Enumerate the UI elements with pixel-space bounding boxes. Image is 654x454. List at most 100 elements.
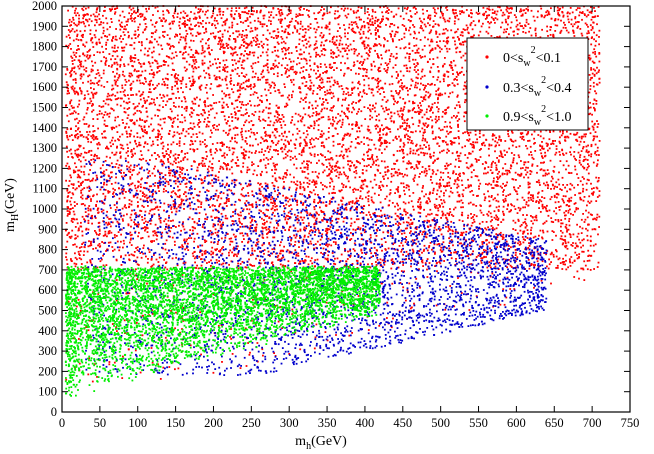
red-point bbox=[333, 262, 335, 265]
red-point bbox=[327, 237, 330, 240]
red-point bbox=[239, 101, 241, 103]
red-point bbox=[133, 135, 135, 138]
red-point bbox=[562, 15, 565, 18]
red-point bbox=[87, 329, 90, 332]
red-point bbox=[156, 154, 159, 156]
red-point bbox=[153, 213, 156, 216]
red-point bbox=[325, 244, 327, 246]
red-point bbox=[194, 227, 196, 230]
red-point bbox=[288, 353, 291, 355]
red-point bbox=[299, 187, 302, 190]
red-point bbox=[569, 146, 572, 149]
red-point bbox=[106, 81, 109, 83]
red-point bbox=[564, 240, 567, 243]
red-point bbox=[546, 265, 548, 268]
red-point bbox=[597, 71, 600, 73]
red-point bbox=[520, 167, 522, 170]
red-point bbox=[566, 184, 569, 186]
red-point bbox=[232, 215, 234, 217]
red-point bbox=[98, 143, 101, 146]
red-point bbox=[144, 220, 147, 223]
red-point bbox=[286, 197, 289, 199]
red-point bbox=[110, 99, 113, 102]
red-point bbox=[165, 239, 168, 242]
red-point bbox=[158, 17, 161, 19]
red-point bbox=[153, 208, 156, 210]
red-point bbox=[144, 187, 146, 190]
red-point bbox=[222, 47, 225, 49]
red-point bbox=[438, 127, 441, 130]
red-point bbox=[133, 166, 136, 169]
red-point bbox=[467, 217, 469, 219]
red-point bbox=[105, 264, 108, 266]
red-point bbox=[349, 200, 352, 203]
red-point bbox=[297, 254, 300, 257]
red-point bbox=[66, 134, 68, 137]
red-point bbox=[185, 182, 188, 185]
red-point bbox=[589, 213, 592, 216]
red-point bbox=[192, 102, 195, 105]
red-point bbox=[229, 128, 232, 131]
red-point bbox=[220, 324, 223, 327]
red-point bbox=[180, 87, 182, 89]
red-point bbox=[217, 36, 220, 39]
red-point bbox=[251, 203, 254, 206]
red-point bbox=[424, 94, 427, 97]
red-point bbox=[429, 14, 432, 17]
red-point bbox=[391, 23, 393, 25]
red-point bbox=[525, 166, 527, 169]
red-point bbox=[593, 31, 595, 34]
red-point bbox=[105, 147, 107, 150]
red-point bbox=[514, 139, 517, 142]
red-point bbox=[150, 257, 153, 260]
red-point bbox=[547, 172, 550, 175]
red-point bbox=[483, 193, 486, 196]
red-point bbox=[583, 13, 586, 15]
red-point bbox=[587, 249, 590, 252]
red-point bbox=[117, 97, 120, 100]
red-point bbox=[184, 51, 187, 53]
red-point bbox=[503, 149, 506, 152]
red-point bbox=[313, 198, 316, 201]
red-point bbox=[126, 332, 129, 334]
red-point bbox=[170, 57, 173, 60]
red-point bbox=[107, 230, 110, 233]
red-point bbox=[342, 144, 345, 146]
red-point bbox=[71, 229, 74, 232]
red-point bbox=[92, 158, 95, 161]
red-point bbox=[285, 49, 287, 52]
red-point bbox=[363, 153, 365, 156]
red-point bbox=[182, 245, 184, 248]
red-point bbox=[271, 196, 274, 198]
red-point bbox=[527, 204, 530, 207]
red-point bbox=[224, 95, 227, 98]
red-point bbox=[285, 135, 288, 138]
red-point bbox=[326, 243, 328, 246]
red-point bbox=[494, 21, 496, 24]
red-point bbox=[458, 268, 460, 271]
red-point bbox=[206, 97, 209, 100]
red-point bbox=[239, 89, 241, 92]
red-point bbox=[430, 155, 432, 158]
red-point bbox=[588, 202, 591, 204]
red-point bbox=[264, 88, 266, 91]
red-point bbox=[462, 54, 465, 57]
red-point bbox=[584, 218, 587, 221]
red-point bbox=[310, 81, 313, 84]
red-point bbox=[409, 219, 412, 221]
red-point bbox=[587, 211, 590, 214]
red-point bbox=[371, 21, 374, 24]
red-point bbox=[104, 197, 107, 200]
red-point bbox=[266, 236, 269, 239]
red-point bbox=[465, 245, 468, 247]
red-point bbox=[393, 120, 395, 123]
red-point bbox=[236, 54, 239, 56]
red-point bbox=[587, 14, 590, 16]
red-point bbox=[148, 170, 151, 172]
red-point bbox=[74, 136, 77, 139]
red-point bbox=[123, 100, 125, 103]
red-point bbox=[68, 149, 71, 152]
red-point bbox=[77, 180, 80, 183]
red-point bbox=[429, 31, 432, 33]
red-point bbox=[351, 161, 353, 164]
